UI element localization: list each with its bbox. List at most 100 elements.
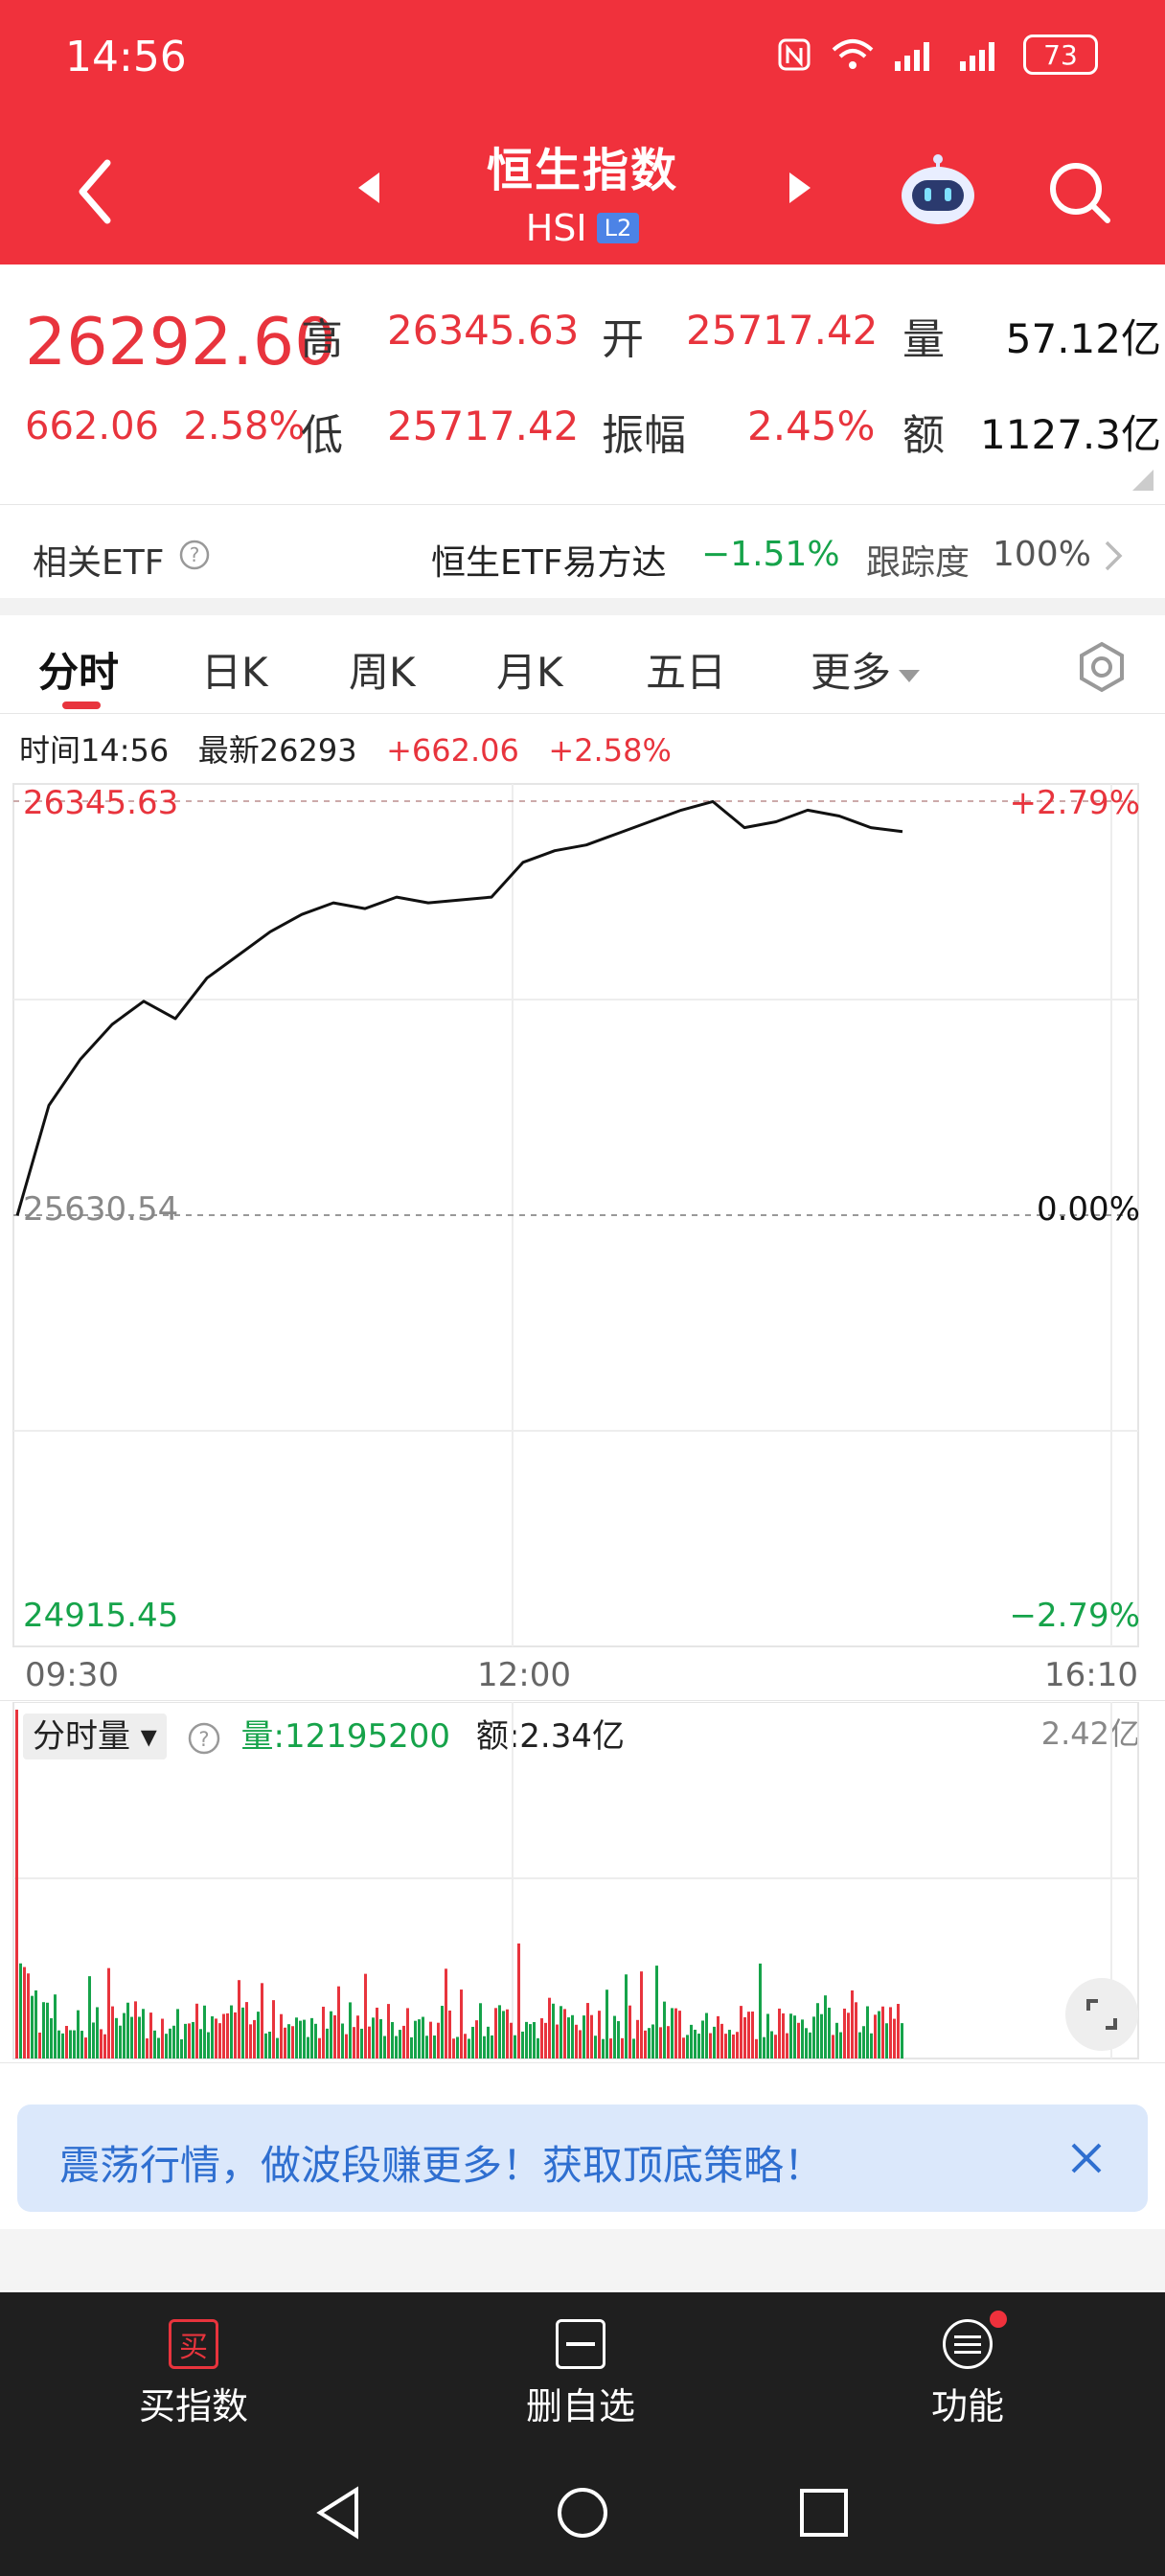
volume-bar (598, 2011, 601, 2058)
volume-bar (73, 2030, 76, 2058)
volume-bar (222, 2013, 225, 2058)
volume-bar (901, 2023, 903, 2058)
volume-bar (153, 2030, 156, 2058)
robot-assistant-icon[interactable] (895, 148, 981, 234)
next-index-icon[interactable] (784, 169, 816, 207)
functions-button[interactable]: 功能 (872, 2311, 1063, 2429)
buy-index-button[interactable]: 买 买指数 (98, 2319, 289, 2429)
volume-value: 57.12亿 (1005, 315, 1161, 362)
volume-bar (364, 1973, 367, 2058)
close-icon[interactable] (1067, 2139, 1106, 2177)
remove-watchlist-button[interactable]: 删自选 (485, 2319, 676, 2429)
volume-bar (452, 2038, 455, 2058)
dropdown-icon (899, 669, 921, 682)
volume-bar (824, 1995, 827, 2058)
volume-bar (651, 2024, 654, 2058)
nav-back-icon[interactable] (312, 2484, 366, 2542)
volume-bar (399, 2030, 401, 2058)
volume-bar (287, 2024, 290, 2058)
volume-bar (330, 2011, 332, 2058)
volume-bar (487, 2026, 490, 2058)
volume-bar (602, 2038, 605, 2058)
tab-more[interactable]: 更多 (811, 640, 922, 699)
volume-bar (782, 2012, 785, 2058)
volume-bar (445, 1968, 447, 2058)
status-icons: 73 (776, 34, 1098, 75)
tab-monthly-k[interactable]: 月K (496, 649, 563, 696)
volume-bar (188, 2023, 191, 2058)
volume-bar (491, 2035, 493, 2058)
status-time: 14:56 (65, 33, 187, 81)
volume-bar (751, 2011, 754, 2058)
change-value: 662.06 (25, 404, 159, 448)
prev-index-icon[interactable] (353, 169, 385, 207)
volume-bar (506, 2009, 509, 2058)
volume-bar (713, 2026, 716, 2058)
nav-home-icon[interactable] (554, 2484, 611, 2542)
y-label-bottom: 24915.45 (23, 1597, 179, 1635)
volume-bar (855, 2002, 857, 2058)
volume-bar (337, 1986, 340, 2058)
volume-bar (870, 2033, 873, 2058)
volume-bar (207, 2032, 210, 2058)
volume-bar (510, 2022, 513, 2058)
tab-five-day[interactable]: 五日 (646, 649, 727, 696)
volume-bar (295, 2017, 298, 2058)
settings-icon[interactable] (1073, 638, 1131, 696)
promo-banner[interactable]: 震荡行情，做波段赚更多！获取顶底策略！ (17, 2104, 1148, 2212)
y-label-top: 26345.63 (23, 784, 179, 822)
intraday-chart[interactable]: 时间14:56 最新26293 +662.06 +2.58% 26345.63 … (0, 717, 1165, 2076)
volume-bar (464, 2034, 467, 2058)
volume-bar (747, 2012, 750, 2058)
nav-recents-icon[interactable] (797, 2486, 851, 2540)
volume-bar (169, 2028, 171, 2058)
volume-bar (322, 2006, 325, 2058)
volume-bar (809, 2032, 811, 2058)
volume-bar (579, 2030, 582, 2058)
volume-help-icon[interactable]: ? (187, 1721, 221, 1756)
volume-bar (471, 2026, 474, 2058)
back-icon[interactable] (67, 153, 125, 230)
nfc-icon (778, 38, 811, 71)
tab-weekly-k[interactable]: 周K (349, 649, 416, 696)
amplitude-label: 振幅 (602, 411, 686, 460)
info-pct: +2.58% (548, 732, 672, 769)
volume-bar (671, 2008, 674, 2058)
volume-bar (349, 2002, 352, 2058)
volume-bar (881, 2006, 884, 2058)
y-label-top-pct: +2.79% (1009, 784, 1141, 822)
bottom-action-bar: 买 买指数 删自选 功能 (0, 2292, 1165, 2576)
volume-bar (686, 2035, 689, 2058)
divider (0, 1700, 1165, 1701)
volume-bar (801, 2019, 804, 2058)
help-icon[interactable]: ? (178, 539, 211, 571)
price-chart-svg (12, 783, 1139, 1647)
tab-minute[interactable]: 分时 (38, 649, 120, 696)
volume-bar (80, 2031, 83, 2058)
expand-corner-icon[interactable] (1132, 470, 1154, 491)
volume-selector[interactable]: 分时量 ▾ (23, 1714, 167, 1760)
volume-bar (835, 2022, 838, 2058)
volume-bar (77, 2010, 80, 2058)
nav-bar: 恒生指数 HSI L2 (0, 144, 1165, 249)
volume-bar (586, 2003, 589, 2058)
volume-bar (460, 1990, 463, 2058)
volume-bar (318, 2037, 321, 2058)
volume-bar (594, 2036, 597, 2058)
tab-daily-k[interactable]: 日K (201, 649, 268, 696)
volume-bar (897, 2004, 900, 2058)
fullscreen-button[interactable] (1065, 1978, 1138, 2051)
related-etf-row[interactable]: 相关ETF ? 恒生ETF易方达 −1.51% 跟踪度 100% (0, 518, 1165, 594)
volume-bar (410, 2036, 413, 2058)
volume-bar (709, 2033, 712, 2058)
volume-bar (57, 2030, 60, 2058)
price-change: 662.06 2.58% (25, 404, 305, 448)
volume-chart-svg (12, 1702, 1139, 2059)
search-icon[interactable] (1044, 157, 1115, 228)
volume-bar (494, 2008, 497, 2058)
open-value: 25717.42 (686, 307, 879, 354)
etf-name: 恒生ETF易方达 (431, 543, 667, 583)
etf-change: −1.51% (701, 535, 840, 574)
divider (0, 2062, 1165, 2063)
volume-bar (218, 2023, 221, 2058)
